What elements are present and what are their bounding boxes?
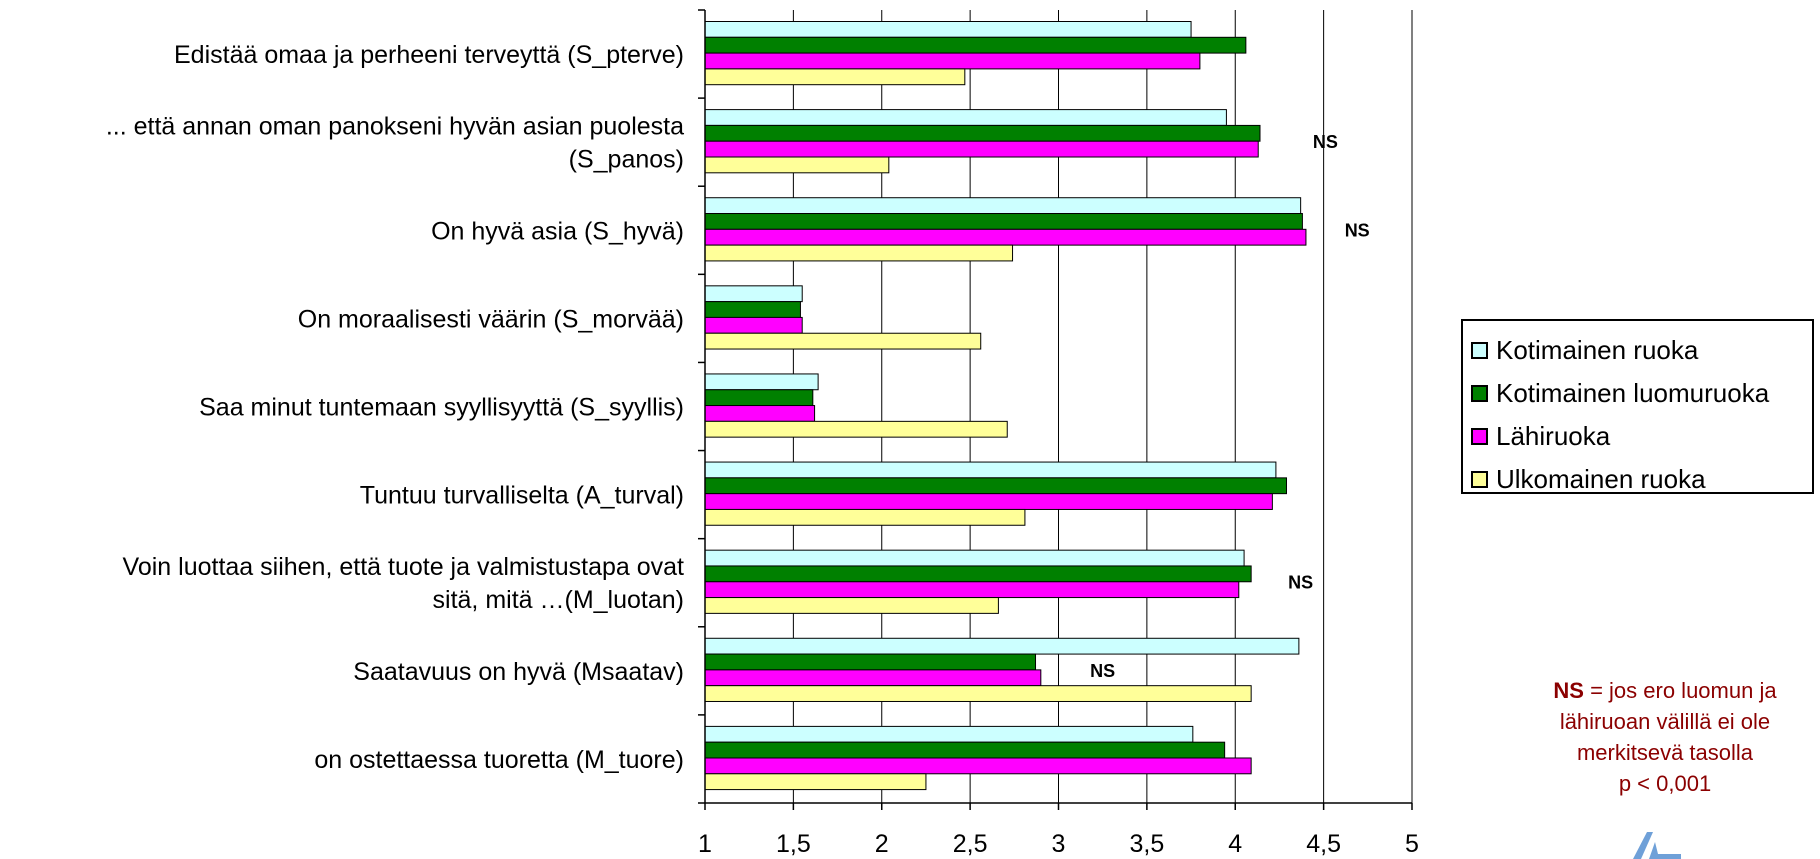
bar-kotimainen-luomuruoka [704,124,1261,142]
bar-ulkomainen-ruoka [704,68,966,86]
bar-kotimainen-ruoka [704,373,819,391]
bar-lähiruoka [704,52,1201,70]
category-label: Edistää omaa ja perheeni terveyttä (S_pt… [174,41,684,69]
bar-lähiruoka [704,757,1252,775]
x-tick-label: 1,5 [776,830,811,858]
bar-lähiruoka [704,581,1240,599]
bar-kotimainen-ruoka [704,197,1302,215]
note-line-1: = jos ero luomun ja [1583,678,1777,703]
legend-swatch [1471,471,1488,488]
bar-ulkomainen-ruoka [704,773,927,791]
bar-kotimainen-luomuruoka [704,653,1037,671]
category-label: Saa minut tuntemaan syyllisyyttä (S_syyl… [199,394,684,422]
bar-kotimainen-ruoka [704,109,1227,126]
legend-label: Kotimainen luomuruoka [1496,378,1770,408]
legend-swatch [1471,428,1488,445]
legend-item: Ulkomainen ruoka [1471,458,1812,501]
category-label: on ostettaessa tuoretta (M_tuore) [314,746,684,774]
legend: Kotimainen ruoka Kotimainen luomuruoka Läh… [1461,319,1814,494]
bar-lähiruoka [704,405,816,422]
note-ns: NS [1553,678,1584,703]
legend-label: Ulkomainen ruoka [1496,464,1706,494]
bar-lähiruoka [704,228,1307,246]
bar-lähiruoka [704,140,1259,158]
note-line-2: lähiruoan välillä ei ole [1559,709,1771,734]
bar-ulkomainen-ruoka [704,156,890,174]
bar-kotimainen-ruoka [704,21,1192,38]
x-tick-label: 2 [875,830,889,858]
bar-kotimainen-ruoka [704,637,1300,655]
legend-item: Kotimainen ruoka [1471,329,1812,372]
x-tick-label: 4,5 [1306,830,1341,858]
legend-swatch [1471,385,1488,402]
x-tick-label: 2,5 [953,830,988,858]
legend-swatch [1471,342,1488,359]
bar-kotimainen-ruoka [704,461,1277,479]
x-tick-label: 1 [698,830,712,858]
bar-kotimainen-luomuruoka [704,565,1252,583]
bar-ulkomainen-ruoka [704,332,982,350]
legend-label: Kotimainen ruoka [1496,335,1699,365]
x-tick-label: 5 [1405,830,1419,858]
category-label: On hyvä asia (S_hyvä) [431,217,684,245]
x-tick-label: 3,5 [1129,830,1164,858]
legend-item: Lähiruoka [1471,415,1812,458]
bar-kotimainen-luomuruoka [704,36,1247,54]
x-tick-label: 4 [1228,830,1242,858]
category-label: ... että annan oman panokseni hyvän asia… [106,113,684,141]
bar-ulkomainen-ruoka [704,685,1252,702]
legend-item: Kotimainen luomuruoka [1471,372,1812,415]
significance-note: NS = jos ero luomun ja lähiruoan välillä… [1520,675,1810,799]
x-tick-label: 3 [1052,830,1066,858]
category-label: Voin luottaa siihen, että tuote ja valmi… [123,553,685,581]
bar-kotimainen-ruoka [704,725,1194,743]
bar-lähiruoka [704,669,1042,687]
category-label: Tuntuu turvalliselta (A_turval) [360,482,684,510]
bar-kotimainen-luomuruoka [704,301,801,318]
legend-label: Lähiruoka [1496,421,1611,451]
bar-ulkomainen-ruoka [704,244,1014,262]
category-label: sitä, mitä …(M_luotan) [433,586,684,614]
ns-mark: NS [1313,132,1338,152]
bar-lähiruoka [704,316,803,334]
bar-lähiruoka [704,493,1273,510]
bar-kotimainen-ruoka [704,549,1245,567]
bar-ulkomainen-ruoka [704,597,999,614]
category-label: Saatavuus on hyvä (Msaatav) [353,658,684,686]
bar-kotimainen-luomuruoka [704,213,1303,230]
bar-kotimainen-ruoka [704,285,803,303]
ns-mark: NS [1345,220,1370,240]
ns-mark: NS [1090,661,1115,681]
logo-icon [1633,832,1681,859]
bar-kotimainen-luomuruoka [704,741,1226,759]
ns-mark: NS [1288,573,1313,593]
bar-ulkomainen-ruoka [704,508,1026,526]
category-label: On moraalisesti väärin (S_morvää) [298,305,684,333]
bar-kotimainen-luomuruoka [704,477,1288,495]
note-line-3: merkitsevä tasolla [1576,740,1754,765]
bar-kotimainen-luomuruoka [704,389,814,407]
bar-ulkomainen-ruoka [704,420,1008,438]
note-line-4: p < 0,001 [1618,771,1712,796]
category-label: (S_panos) [569,146,684,174]
